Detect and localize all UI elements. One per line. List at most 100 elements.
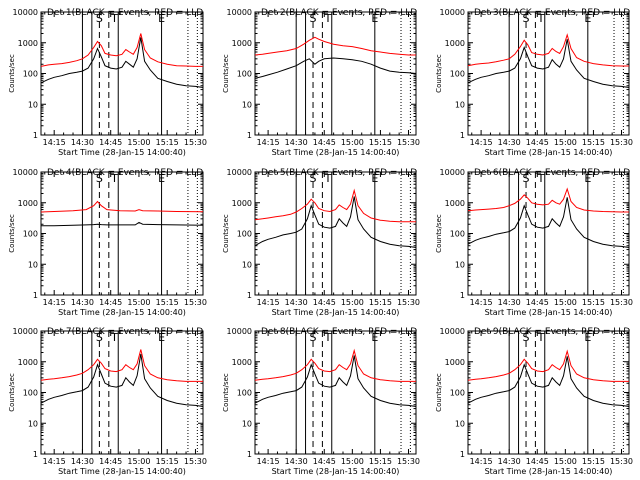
y-axis-label: Counts/sec — [435, 214, 443, 253]
x-tick-label: 14:15 — [470, 298, 493, 307]
y-tick-label: 1000 — [18, 358, 38, 367]
plot-frame — [40, 171, 204, 296]
y-tick-label: 10000 — [13, 327, 38, 336]
plot-frame — [254, 11, 417, 136]
y-tick-label: 1 — [247, 450, 252, 459]
panel-det-9: Det 9(BLACK = Events, RED = LLD 1 10 100 100… — [435, 327, 633, 476]
x-tick-label: 14:30 — [285, 298, 308, 307]
interval-label: T — [537, 172, 545, 185]
x-tick-label: 15:00 — [341, 457, 364, 466]
y-tick-label: 100 — [23, 70, 38, 79]
x-tick-label: 14:30 — [498, 298, 521, 307]
x-tick-label: 14:45 — [99, 138, 122, 147]
interval-label: E — [158, 12, 165, 25]
x-tick-label: 14:30 — [285, 457, 308, 466]
y-axis-label: Counts/sec — [8, 54, 16, 93]
y-tick-label: 1 — [247, 131, 252, 140]
interval-label: T — [537, 12, 545, 25]
series-line-lld — [254, 36, 416, 56]
y-tick-label: 1000 — [445, 39, 465, 48]
y-tick-label: 1000 — [232, 358, 252, 367]
x-tick-label: 15:15 — [582, 298, 605, 307]
panel-title: Det 4(BLACK = Events, RED = LLD — [47, 168, 203, 178]
panel-title: Det 1(BLACK = Events, RED = LLD — [47, 8, 203, 18]
y-axis-label: Counts/sec — [222, 54, 230, 93]
x-axis-label: Start Time (28-Jan-15 14:00:40) — [485, 148, 613, 157]
x-tick-label: 14:45 — [313, 298, 336, 307]
y-tick-label: 10 — [28, 419, 38, 428]
x-tick-label: 15:00 — [341, 138, 364, 147]
series-line-events — [40, 353, 204, 407]
x-tick-label: 14:30 — [71, 457, 94, 466]
x-tick-label: 15:30 — [184, 457, 207, 466]
plot-frame — [254, 171, 417, 296]
x-tick-label: 15:00 — [554, 457, 577, 466]
x-tick-label: 14:45 — [99, 457, 122, 466]
x-tick-label: 14:45 — [526, 138, 549, 147]
x-tick-label: 14:15 — [470, 138, 493, 147]
x-tick-label: 15:15 — [582, 457, 605, 466]
y-tick-label: 10 — [455, 419, 465, 428]
x-tick-label: 15:00 — [127, 138, 150, 147]
interval-label: T — [110, 12, 118, 25]
plot-frame — [467, 171, 630, 296]
panel-det-3: Det 3(BLACK = Events, RED = LLD 1 10 100 100… — [435, 8, 633, 157]
x-tick-label: 15:30 — [610, 138, 633, 147]
x-tick-label: 14:15 — [43, 298, 66, 307]
y-tick-label: 10 — [242, 260, 252, 269]
interval-label: T — [110, 172, 118, 185]
x-tick-label: 15:15 — [369, 138, 392, 147]
y-tick-label: 1000 — [18, 199, 38, 208]
x-tick-label: 15:15 — [156, 457, 179, 466]
x-tick-label: 15:30 — [610, 298, 633, 307]
y-tick-label: 10 — [28, 260, 38, 269]
y-tick-label: 1 — [247, 291, 252, 300]
interval-label: E — [158, 172, 165, 185]
x-tick-label: 15:00 — [341, 298, 364, 307]
y-tick-label: 10000 — [13, 8, 38, 17]
interval-label: E — [371, 172, 378, 185]
y-tick-label: 1 — [460, 450, 465, 459]
panel-title: Det 5(BLACK = Events, RED = LLD — [261, 168, 417, 178]
plot-frame — [467, 11, 630, 136]
x-tick-label: 14:15 — [470, 457, 493, 466]
x-tick-label: 14:30 — [498, 138, 521, 147]
panel-det-6: Det 6(BLACK = Events, RED = LLD 1 10 100 100… — [435, 168, 633, 317]
y-tick-label: 10 — [242, 100, 252, 109]
y-tick-label: 1 — [33, 450, 38, 459]
y-tick-label: 1 — [460, 131, 465, 140]
y-tick-label: 10 — [242, 419, 252, 428]
y-tick-label: 1000 — [445, 199, 465, 208]
interval-label: E — [371, 331, 378, 344]
panel-det-5: Det 5(BLACK = Events, RED = LLD 1 10 100 100… — [222, 168, 420, 317]
interval-label: S — [310, 172, 317, 185]
y-tick-label: 10000 — [440, 327, 465, 336]
y-tick-label: 100 — [23, 389, 38, 398]
x-axis-label: Start Time (28-Jan-15 14:00:40) — [58, 467, 186, 476]
x-tick-label: 15:30 — [184, 298, 207, 307]
interval-label: S — [310, 12, 317, 25]
interval-label: E — [584, 331, 591, 344]
panel-title: Det 7(BLACK = Events, RED = LLD — [47, 327, 203, 337]
y-tick-label: 10000 — [440, 168, 465, 177]
series-line-lld — [467, 33, 629, 67]
interval-label: S — [523, 172, 530, 185]
y-tick-label: 100 — [237, 389, 252, 398]
y-tick-label: 100 — [23, 230, 38, 239]
series-line-events — [254, 57, 417, 79]
y-axis-label: Counts/sec — [222, 214, 230, 253]
x-tick-label: 14:45 — [526, 457, 549, 466]
x-tick-label: 14:30 — [71, 138, 94, 147]
x-tick-label: 15:00 — [127, 298, 150, 307]
interval-label: E — [158, 331, 165, 344]
x-tick-label: 15:15 — [369, 298, 392, 307]
y-tick-label: 1 — [460, 291, 465, 300]
interval-label: T — [110, 331, 118, 344]
x-tick-label: 14:45 — [313, 457, 336, 466]
x-tick-label: 15:30 — [610, 457, 633, 466]
panel-det-2: Det 2(BLACK = Events, RED = LLD 1 10 100 100… — [222, 8, 420, 157]
x-tick-label: 14:45 — [99, 298, 122, 307]
panel-det-1: Det 1(BLACK = Events, RED = LLD 1 10 100 100… — [8, 8, 207, 157]
y-tick-label: 100 — [450, 230, 465, 239]
